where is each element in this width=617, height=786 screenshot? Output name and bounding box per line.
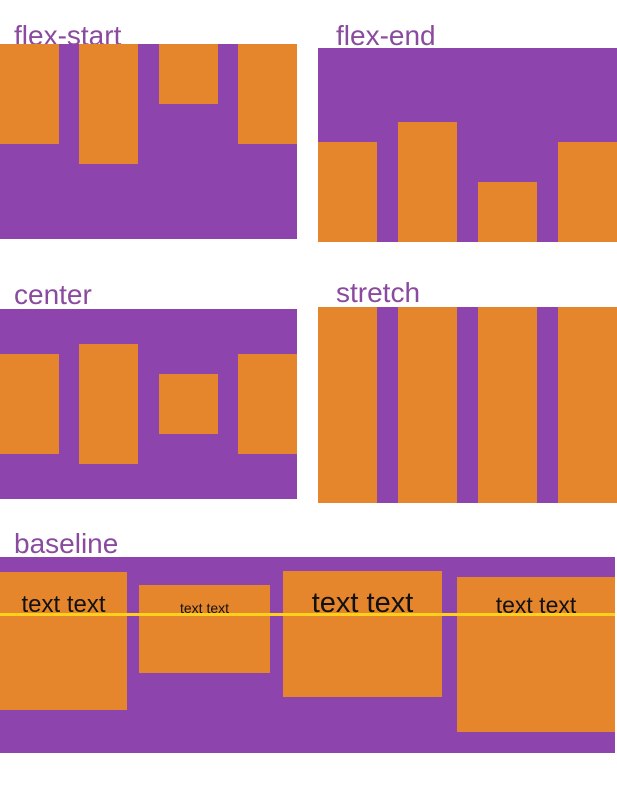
flex-item: [398, 307, 457, 503]
flex-item: [398, 122, 457, 242]
flex-container-flex-start: [0, 44, 297, 239]
flex-item: [478, 182, 537, 242]
baseline-indicator-line: [0, 613, 615, 616]
flex-item-text: text text: [139, 585, 270, 673]
panel-label-flex-end: flex-end: [336, 20, 436, 51]
flex-item-text: text text: [283, 571, 442, 697]
flex-item: [79, 44, 139, 164]
flex-item-text: text text: [457, 577, 615, 732]
flex-item: [0, 44, 59, 144]
flex-container-baseline: text text text text text text text text: [0, 557, 615, 753]
flex-container-center: [0, 309, 297, 499]
item-text: text text: [179, 600, 230, 616]
item-text: text text: [495, 592, 577, 618]
flex-container-stretch: [318, 307, 617, 503]
item-text: text text: [311, 587, 414, 619]
flex-item: [478, 307, 537, 503]
panel-label-stretch: stretch: [336, 277, 421, 308]
flex-item: [237, 44, 297, 144]
flex-item: [237, 354, 297, 454]
item-text: text text: [21, 591, 106, 618]
panel-label-center: center: [14, 279, 92, 310]
flex-item: [558, 142, 617, 242]
flex-item: [158, 374, 218, 434]
flex-item: [558, 307, 617, 503]
flex-item: [0, 354, 59, 454]
flex-item: [318, 142, 377, 242]
panel-label-baseline: baseline: [14, 528, 119, 559]
flex-item: [79, 344, 139, 464]
flex-container-flex-end: [318, 48, 617, 242]
flex-item: [318, 307, 377, 503]
flex-item: [158, 44, 218, 104]
flex-item-text: text text: [0, 572, 127, 710]
